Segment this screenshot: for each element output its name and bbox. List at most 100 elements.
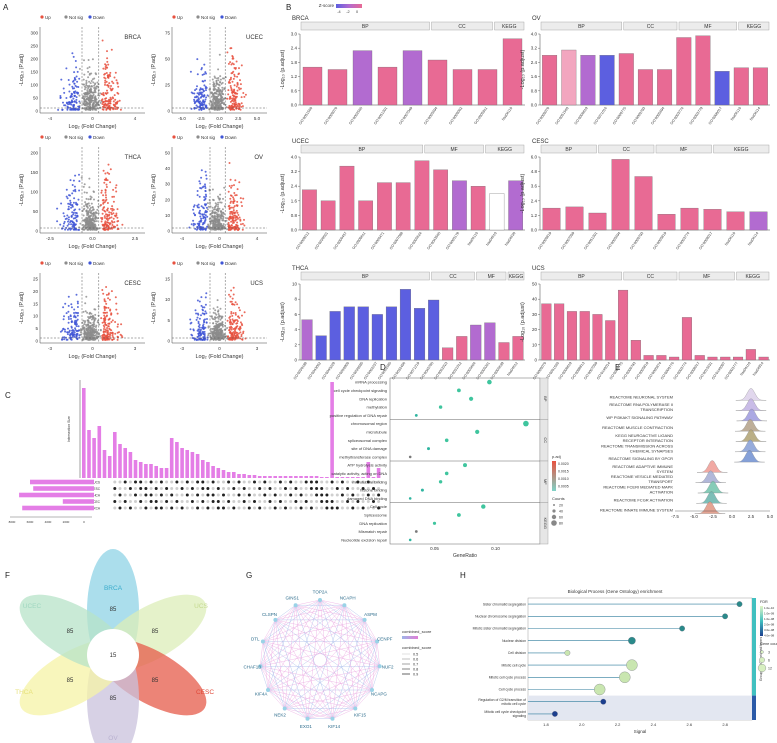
point-notsig — [86, 222, 89, 225]
point-notsig — [211, 216, 214, 219]
point-up — [239, 325, 242, 328]
intersection-bar — [195, 454, 200, 478]
point-up — [233, 319, 236, 322]
point-up — [232, 57, 235, 60]
bar — [749, 211, 768, 231]
point-up — [110, 98, 113, 101]
point-up — [102, 100, 105, 103]
point-down — [198, 180, 201, 183]
point-notsig — [217, 195, 219, 198]
matrix-dot-on — [227, 500, 231, 503]
point-down — [199, 91, 202, 94]
point-up — [100, 189, 103, 192]
node — [282, 706, 287, 711]
point-notsig — [84, 337, 87, 340]
point-up — [230, 186, 233, 189]
point-up — [111, 332, 114, 335]
point-up — [108, 217, 111, 219]
x-tick: GO:0000070 — [323, 106, 338, 125]
point-down — [75, 219, 78, 222]
matrix-dot-on — [253, 480, 256, 484]
pathway-label: RECEPTOR INTERACTION — [623, 438, 673, 443]
point-down — [78, 77, 81, 80]
y-tick: 0.8 — [531, 88, 538, 93]
point-notsig — [83, 323, 86, 326]
point-up — [232, 211, 235, 214]
point-down — [74, 94, 76, 97]
width-key-label: 0.6 — [413, 658, 418, 662]
point-up — [229, 338, 231, 341]
x-tick: 2.5 — [748, 514, 755, 519]
point-up — [238, 216, 241, 219]
point-up — [112, 338, 115, 341]
width-key-label: 0.5 — [413, 653, 418, 657]
legend-label: Not sig — [201, 261, 216, 266]
point-down — [57, 108, 60, 111]
point-notsig — [88, 80, 91, 83]
point-notsig — [81, 97, 84, 99]
point-up — [232, 70, 235, 73]
bar — [427, 59, 448, 106]
point-down — [63, 315, 65, 318]
point-notsig — [97, 92, 100, 95]
point-notsig — [83, 183, 86, 186]
point-up — [233, 205, 236, 208]
size-key — [551, 520, 557, 526]
point-up — [117, 323, 119, 326]
matrix-dot-off — [227, 493, 231, 497]
x-tick: GO:0071016 — [593, 106, 608, 125]
point-down — [195, 107, 198, 110]
point-notsig — [94, 213, 96, 215]
point-up — [101, 289, 104, 291]
point-up — [232, 100, 235, 103]
point-down — [200, 296, 203, 299]
point-notsig — [85, 191, 88, 194]
intersection-bar — [180, 448, 184, 478]
point-up — [104, 83, 106, 86]
point-down — [77, 86, 80, 88]
y-tick: 50 — [165, 57, 171, 62]
x-axis-label: Signal — [634, 729, 647, 734]
point-up — [233, 84, 236, 87]
point-notsig — [221, 208, 224, 211]
point-up — [234, 194, 237, 197]
x-tick: hsa04114 — [747, 231, 759, 246]
matrix-dot-on — [149, 493, 153, 497]
point-up — [240, 105, 243, 108]
point-notsig — [96, 107, 99, 110]
point-down — [201, 80, 204, 83]
bar — [554, 303, 565, 361]
point-notsig — [87, 316, 90, 318]
matrix-dot-off — [222, 487, 225, 490]
point-up — [104, 199, 107, 202]
point-down — [66, 197, 69, 200]
bar — [657, 69, 673, 106]
facet-label: KEGG — [509, 274, 524, 280]
point-up — [233, 73, 236, 76]
point-down — [196, 95, 199, 98]
intersection-bar — [190, 452, 195, 478]
point-up — [106, 329, 109, 332]
point-up — [107, 76, 110, 79]
point-notsig — [210, 338, 213, 341]
bar — [315, 335, 327, 361]
point-up — [233, 329, 236, 332]
point-notsig — [82, 185, 85, 188]
point-notsig — [221, 81, 224, 84]
point-up — [111, 338, 114, 341]
point-down — [77, 198, 80, 201]
point-notsig — [217, 104, 219, 107]
point-notsig — [216, 335, 219, 338]
point-up — [239, 79, 241, 82]
point-down — [67, 223, 70, 226]
point-up — [235, 103, 238, 106]
point-down — [59, 96, 62, 99]
matrix-dot-off — [118, 500, 122, 503]
point-notsig — [217, 210, 220, 213]
point-notsig — [217, 310, 219, 313]
point-up — [114, 296, 117, 299]
point-notsig — [86, 91, 88, 94]
matrix-dot-off — [180, 500, 184, 503]
point-up — [243, 311, 246, 314]
